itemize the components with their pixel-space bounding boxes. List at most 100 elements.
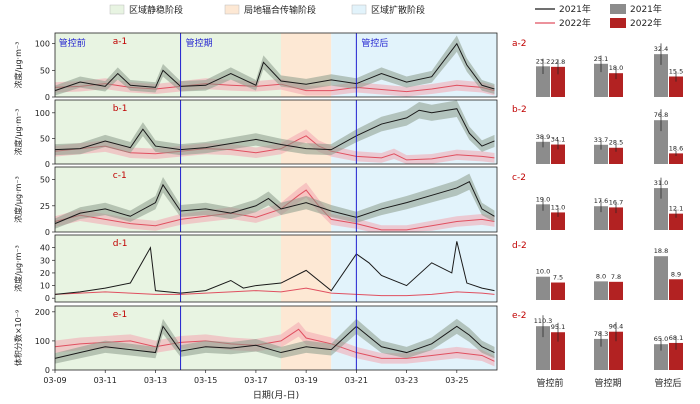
bar-value-label: 22.8: [551, 58, 565, 66]
y-tick-label: 50: [40, 66, 50, 75]
panel-e-1: 0 100 200 e-1 体积分数×10⁻⁹: [13, 305, 498, 375]
bar-2022: [609, 73, 623, 97]
bar-2021: [594, 144, 608, 164]
bar-value-label: 18.8: [654, 247, 668, 255]
panel-frame: [54, 32, 498, 98]
panel-label-e-1: e-1: [113, 310, 128, 320]
y-tick-label: 0: [45, 366, 50, 375]
bar-panel-d-2: d-2 10.07.5 8.0 7.8 18.8 8.9: [512, 241, 683, 300]
y-axis-label: 浓度/μg·m⁻³: [13, 109, 23, 156]
bar-2022: [609, 207, 623, 230]
bar-panel-e-2: e-2 110.395.1 78.396.4 65.0 68.1: [512, 311, 683, 370]
bar-2021: [536, 141, 550, 164]
panel-a-1: 0 50 100 a-1 浓度/μg·m⁻³: [13, 32, 498, 102]
x-tick-label: 03-25: [445, 376, 468, 385]
panel-c-1: 0 25 50 c-1 浓度/μg·m⁻³: [13, 166, 498, 237]
bar-value-label: 10.0: [536, 268, 550, 276]
bar-2021: [536, 276, 550, 300]
legend-label-phase-2: 局地辐合传输阶段: [244, 4, 316, 16]
bar-value-label: 31.0: [654, 179, 668, 187]
panel-frame: [54, 305, 498, 371]
legend-label-phase-1: 区域静稳阶段: [129, 4, 183, 16]
bar-2022: [609, 281, 623, 300]
bar-2022: [669, 76, 683, 97]
bar-panel-label-a-2: a-2: [512, 39, 527, 49]
y-tick-label: 0: [45, 93, 50, 102]
bar-value-label: 110.3: [534, 317, 553, 325]
x-tick-label: 03-17: [244, 376, 267, 385]
series-line-2021: [54, 108, 495, 151]
category-label-1: 管控前: [536, 377, 563, 389]
y-tick-label: 100: [35, 40, 50, 49]
series-line-2022: [54, 135, 495, 161]
bar-panel-label-d-2: d-2: [512, 241, 527, 251]
bar-value-label: 15.5: [669, 67, 683, 75]
legend-bar-swatch-2: [610, 18, 626, 28]
phase-label-2: 管控期: [186, 37, 213, 49]
bar-2022: [551, 212, 565, 230]
x-tick-label: 03-13: [144, 376, 167, 385]
bar-value-label: 96.4: [609, 323, 623, 331]
category-label-3: 管控后: [654, 377, 681, 389]
bar-value-label: 78.3: [594, 330, 608, 338]
y-axis-label: 浓度/μg·m⁻³: [13, 42, 23, 89]
band-2021: [55, 35, 495, 96]
bar-2022: [551, 66, 565, 97]
bar-2022: [551, 282, 565, 300]
bar-value-label: 23.2: [536, 57, 550, 65]
band-2022: [55, 78, 495, 97]
legend-label-phase-3: 区域扩散阶段: [371, 4, 425, 16]
panel-label-b-1: b-1: [113, 104, 128, 114]
phase-label-1: 管控前: [59, 37, 86, 49]
series-line-2021: [54, 241, 495, 295]
band-2021: [55, 318, 495, 364]
legend-swatch-phase-2: [224, 4, 240, 15]
x-tick-label: 03-23: [395, 376, 418, 385]
y-tick-label: 50: [40, 134, 50, 143]
legend-bar-label-1: 2021年: [630, 3, 662, 15]
bar-2021: [654, 344, 668, 370]
y-tick-label: 0: [45, 294, 50, 303]
panel-label-c-1: c-1: [113, 171, 127, 181]
band-2021: [55, 100, 495, 156]
y-axis-label: 浓度/μg·m⁻³: [13, 245, 23, 292]
bar-value-label: 12.1: [669, 205, 683, 213]
legend-swatch-phase-3: [351, 4, 367, 15]
x-axis-label: 日期(月-日): [253, 390, 299, 401]
bar-2022: [551, 332, 565, 370]
bar-value-label: 32.4: [654, 45, 668, 53]
series-line-2021: [54, 42, 495, 92]
bar-2022: [609, 331, 623, 370]
y-axis-label: 体积分数×10⁻⁹: [13, 310, 23, 366]
y-tick-label: 0: [45, 160, 50, 169]
panel-frame: [54, 166, 498, 233]
bar-2022: [551, 144, 565, 164]
panel-label-a-1: a-1: [113, 37, 128, 47]
bar-value-label: 38.9: [536, 133, 550, 141]
bar-value-label: 7.5: [553, 274, 563, 282]
y-tick-label: 0: [45, 228, 50, 237]
y-axis-label: 浓度/μg·m⁻³: [13, 176, 23, 223]
bar-2022: [669, 153, 683, 164]
bar-value-label: 25.1: [594, 55, 608, 63]
series-line-2022: [54, 287, 495, 297]
bar-value-label: 8.9: [671, 270, 681, 278]
bar-panel-c-2: c-2 19.013.0 17.6 16.7 31.0 12.1: [512, 173, 683, 230]
bar-2021: [654, 120, 668, 164]
panel-label-d-1: d-1: [113, 239, 128, 249]
bar-value-label: 18.0: [609, 64, 623, 72]
bar-value-label: 7.8: [611, 273, 621, 281]
bar-2022: [669, 213, 683, 230]
bar-2021: [536, 326, 550, 370]
bar-panel-label-c-2: c-2: [512, 173, 526, 183]
bar-2021: [594, 206, 608, 230]
y-tick-label: 30: [40, 256, 50, 265]
panel-d-1: 0 10 20 30 40 d-1 浓度/μg·m⁻³: [13, 234, 498, 303]
bar-2021: [654, 256, 668, 300]
bar-2021: [536, 66, 550, 97]
panel-frame: [54, 99, 498, 165]
x-tick-label: 03-19: [295, 376, 318, 385]
y-tick-label: 50: [40, 176, 50, 185]
legend-line-label-2: 2022年: [559, 17, 591, 29]
bar-2021: [654, 54, 668, 97]
